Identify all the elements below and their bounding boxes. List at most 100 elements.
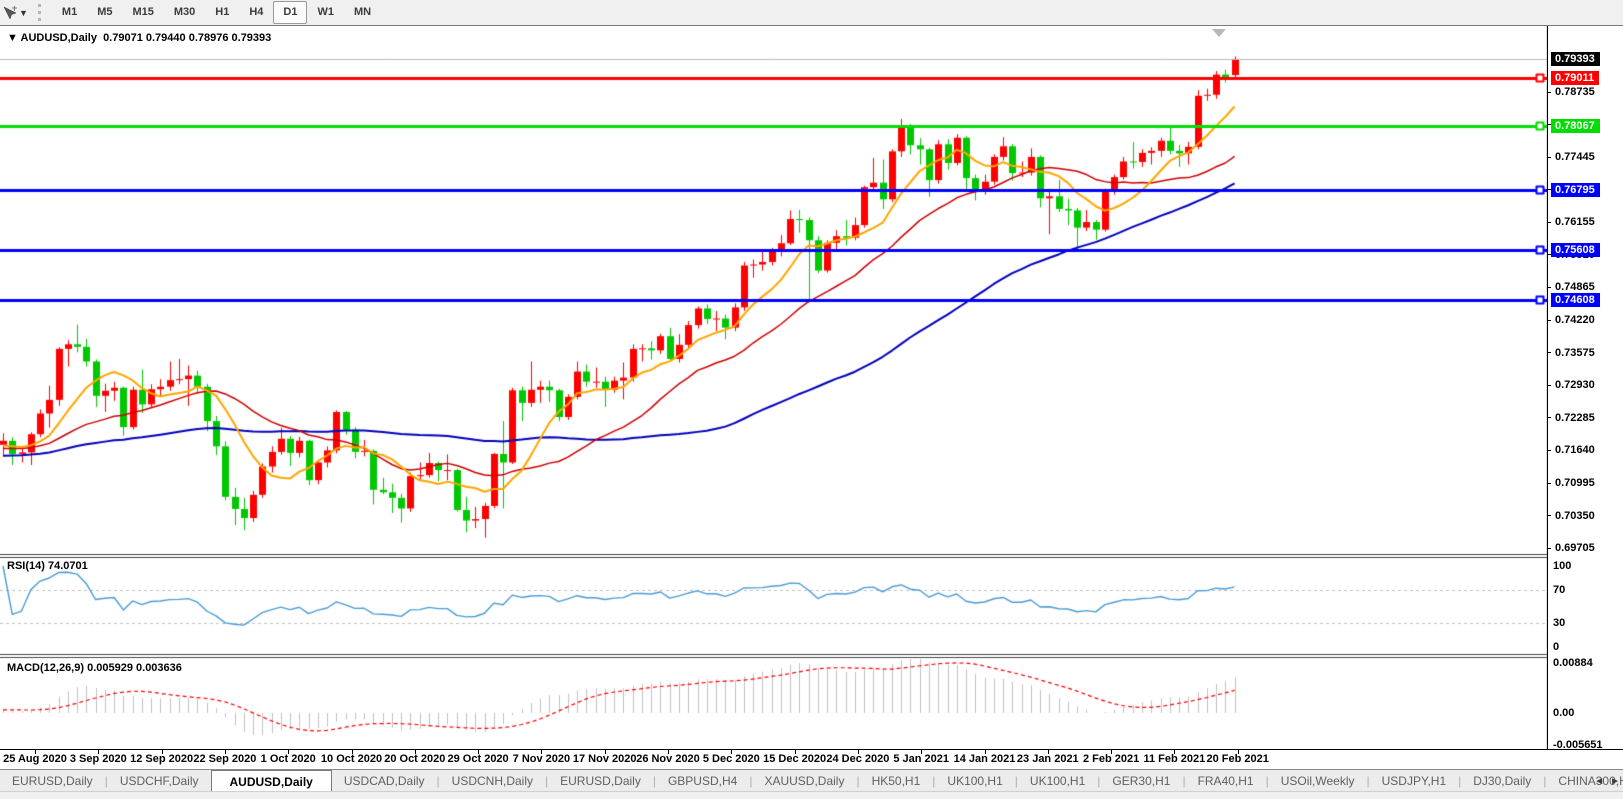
tab-separator: | (1543, 774, 1547, 788)
tab-separator: | (652, 774, 656, 788)
timeframe-button-m1[interactable]: M1 (61, 6, 78, 18)
time-axis-label: 20 Feb 2021 (1206, 753, 1269, 765)
timeframe-button-m15[interactable]: M15 (132, 6, 154, 18)
toolbar-grip-handle[interactable] (37, 4, 44, 21)
time-axis-tick (921, 750, 923, 754)
time-axis-label: 22 Sep 2020 (193, 753, 257, 765)
tab-separator: | (545, 774, 549, 788)
time-axis-tick (794, 750, 796, 754)
rsi-indicator-label: RSI(14) 74.0701 (7, 560, 88, 572)
price-tick-label: 0.70350 (1547, 509, 1595, 523)
chart-tab-audusd-daily[interactable]: AUDUSD,Daily (210, 770, 332, 792)
chart-tab-dj30-daily[interactable]: DJ30,Daily (1473, 774, 1532, 788)
time-axis-label: 5 Jan 2021 (893, 753, 950, 765)
chart-tab-usdchf-daily[interactable]: USDCHF,Daily (119, 774, 199, 788)
time-axis-tick (351, 750, 353, 754)
price-scale[interactable]: 0.787350.780900.774450.768000.761550.755… (1547, 26, 1623, 751)
time-axis-label: 3 Sep 2020 (69, 753, 127, 765)
price-tick-label: 0.74220 (1547, 313, 1595, 327)
timeframe-button-mn[interactable]: MN (353, 6, 372, 18)
chart-tab-uk100-h1[interactable]: UK100,H1 (947, 774, 1003, 788)
chart-tab-bar: EURUSD,Daily | USDCHF,Daily AUDUSD,Daily USD… (0, 769, 1623, 792)
pane-separator[interactable] (0, 654, 1623, 655)
chart-tab-china300-h1[interactable]: CHINA300,H1 (1558, 774, 1623, 788)
timeframe-button-w1[interactable]: W1 (317, 6, 334, 18)
time-axis-tick (541, 750, 543, 754)
price-chart-canvas[interactable] (0, 26, 1548, 749)
tab-separator: | (1182, 774, 1186, 788)
tab-separator: | (1014, 774, 1018, 788)
chart-tab-usdcad-daily[interactable]: USDCAD,Daily (343, 774, 425, 788)
time-axis-label: 17 Nov 2020 (572, 753, 637, 765)
macd-scale-label: 0.00884 (1553, 657, 1593, 669)
chart-tab-uk100-h1[interactable]: UK100,H1 (1029, 774, 1086, 788)
time-axis-tick (1174, 750, 1176, 754)
macd-scale-label: -0.005651 (1553, 738, 1603, 751)
time-axis-label: 12 Sep 2020 (130, 753, 194, 765)
time-axis-label: 26 Nov 2020 (636, 753, 700, 765)
pane-separator[interactable] (0, 657, 1623, 658)
macd-indicator-label: MACD(12,26,9) 0.005929 0.003636 (7, 662, 182, 674)
chart-tab-usdjpy-h1[interactable]: USDJPY,H1 (1381, 774, 1447, 788)
time-axis-tick (857, 750, 859, 754)
time-axis-label: 2 Feb 2021 (1082, 753, 1140, 765)
time-axis-tick (98, 750, 100, 754)
tabs-scroll-left-icon[interactable]: ◄ (1594, 775, 1605, 787)
price-tick-label: 0.72930 (1547, 378, 1595, 392)
current-price-badge: 0.79393 (1551, 51, 1600, 66)
pane-separator[interactable] (0, 557, 1623, 558)
pane-separator[interactable] (0, 554, 1623, 555)
chart-tab-usdcnh-daily[interactable]: USDCNH,Daily (451, 774, 534, 788)
status-strip (0, 791, 1623, 799)
timeframe-button-h1[interactable]: H1 (215, 6, 230, 18)
rsi-scale-label: 0 (1553, 641, 1560, 653)
tool-dropdown-caret-icon[interactable]: ▼ (19, 7, 28, 18)
price-tick-label: 0.73575 (1547, 346, 1595, 360)
chart-ohlc-header: ▼ AUDUSD,Daily 0.79071 0.79440 0.78976 0… (7, 32, 271, 44)
tab-separator: | (932, 774, 936, 788)
time-axis-label: 14 Jan 2021 (953, 753, 1016, 765)
time-axis-tick (224, 750, 226, 754)
hline-price-badge: 0.78067 (1551, 118, 1600, 133)
symbol-dropdown-caret-icon[interactable]: ▼ (7, 32, 21, 44)
time-axis-label: 10 Oct 2020 (320, 753, 383, 765)
chart-tab-gbpusd-h4[interactable]: GBPUSD,H4 (667, 774, 738, 788)
chart-shift-marker-icon[interactable] (1212, 29, 1226, 37)
price-tick-label: 0.71640 (1547, 443, 1595, 457)
timeframe-button-m5[interactable]: M5 (97, 6, 113, 18)
hline-price-badge: 0.76795 (1551, 182, 1600, 197)
tab-separator: | (1265, 774, 1269, 788)
timeframe-button-h4[interactable]: H4 (249, 6, 264, 18)
macd-scale-label: 0.00 (1553, 707, 1575, 719)
toolbar-divider (0, 25, 1623, 26)
price-tick-label: 0.70995 (1547, 476, 1595, 490)
chart-tab-xauusd-daily[interactable]: XAUUSD,Daily (764, 774, 845, 788)
rsi-scale-label: 70 (1553, 584, 1566, 597)
time-axis-label: 7 Nov 2020 (512, 753, 571, 765)
chart-tab-usoil-weekly[interactable]: USOil,Weekly (1280, 774, 1355, 788)
chart-tab-ger30-h1[interactable]: GER30,H1 (1112, 774, 1171, 788)
time-axis-label: 11 Feb 2021 (1143, 753, 1206, 765)
chart-tab-eurusd-daily[interactable]: EURUSD,Daily (560, 774, 641, 788)
time-axis-tick (731, 750, 733, 754)
tabs-scroll-right-icon[interactable]: ► (1610, 775, 1620, 787)
time-axis-line (0, 749, 1623, 750)
chart-tab-fra40-h1[interactable]: FRA40,H1 (1197, 774, 1254, 788)
timeframe-button-m30[interactable]: M30 (173, 6, 196, 18)
chart-tab-eurusd-daily[interactable]: EURUSD,Daily (12, 774, 93, 788)
time-axis-tick (288, 750, 290, 754)
time-axis[interactable]: 25 Aug 2020 3 Sep 2020 12 Sep 2020 22 Sep 2… (0, 750, 1623, 769)
price-tick-label: 0.77445 (1547, 150, 1595, 164)
crosshair-cursor-icon[interactable] (2, 5, 18, 21)
hline-price-badge: 0.74608 (1551, 293, 1600, 308)
chart-tab-hk50-h1[interactable]: HK50,H1 (871, 774, 921, 788)
time-axis-tick (1111, 750, 1113, 754)
time-axis-tick (984, 750, 986, 754)
tab-separator: | (856, 774, 860, 788)
time-axis-label: 5 Dec 2020 (702, 753, 760, 765)
timeframe-button-d1[interactable]: D1 (273, 1, 308, 24)
time-axis-tick (604, 750, 606, 754)
price-tick-label: 0.72285 (1547, 411, 1595, 425)
price-tick-label: 0.78735 (1547, 85, 1595, 99)
